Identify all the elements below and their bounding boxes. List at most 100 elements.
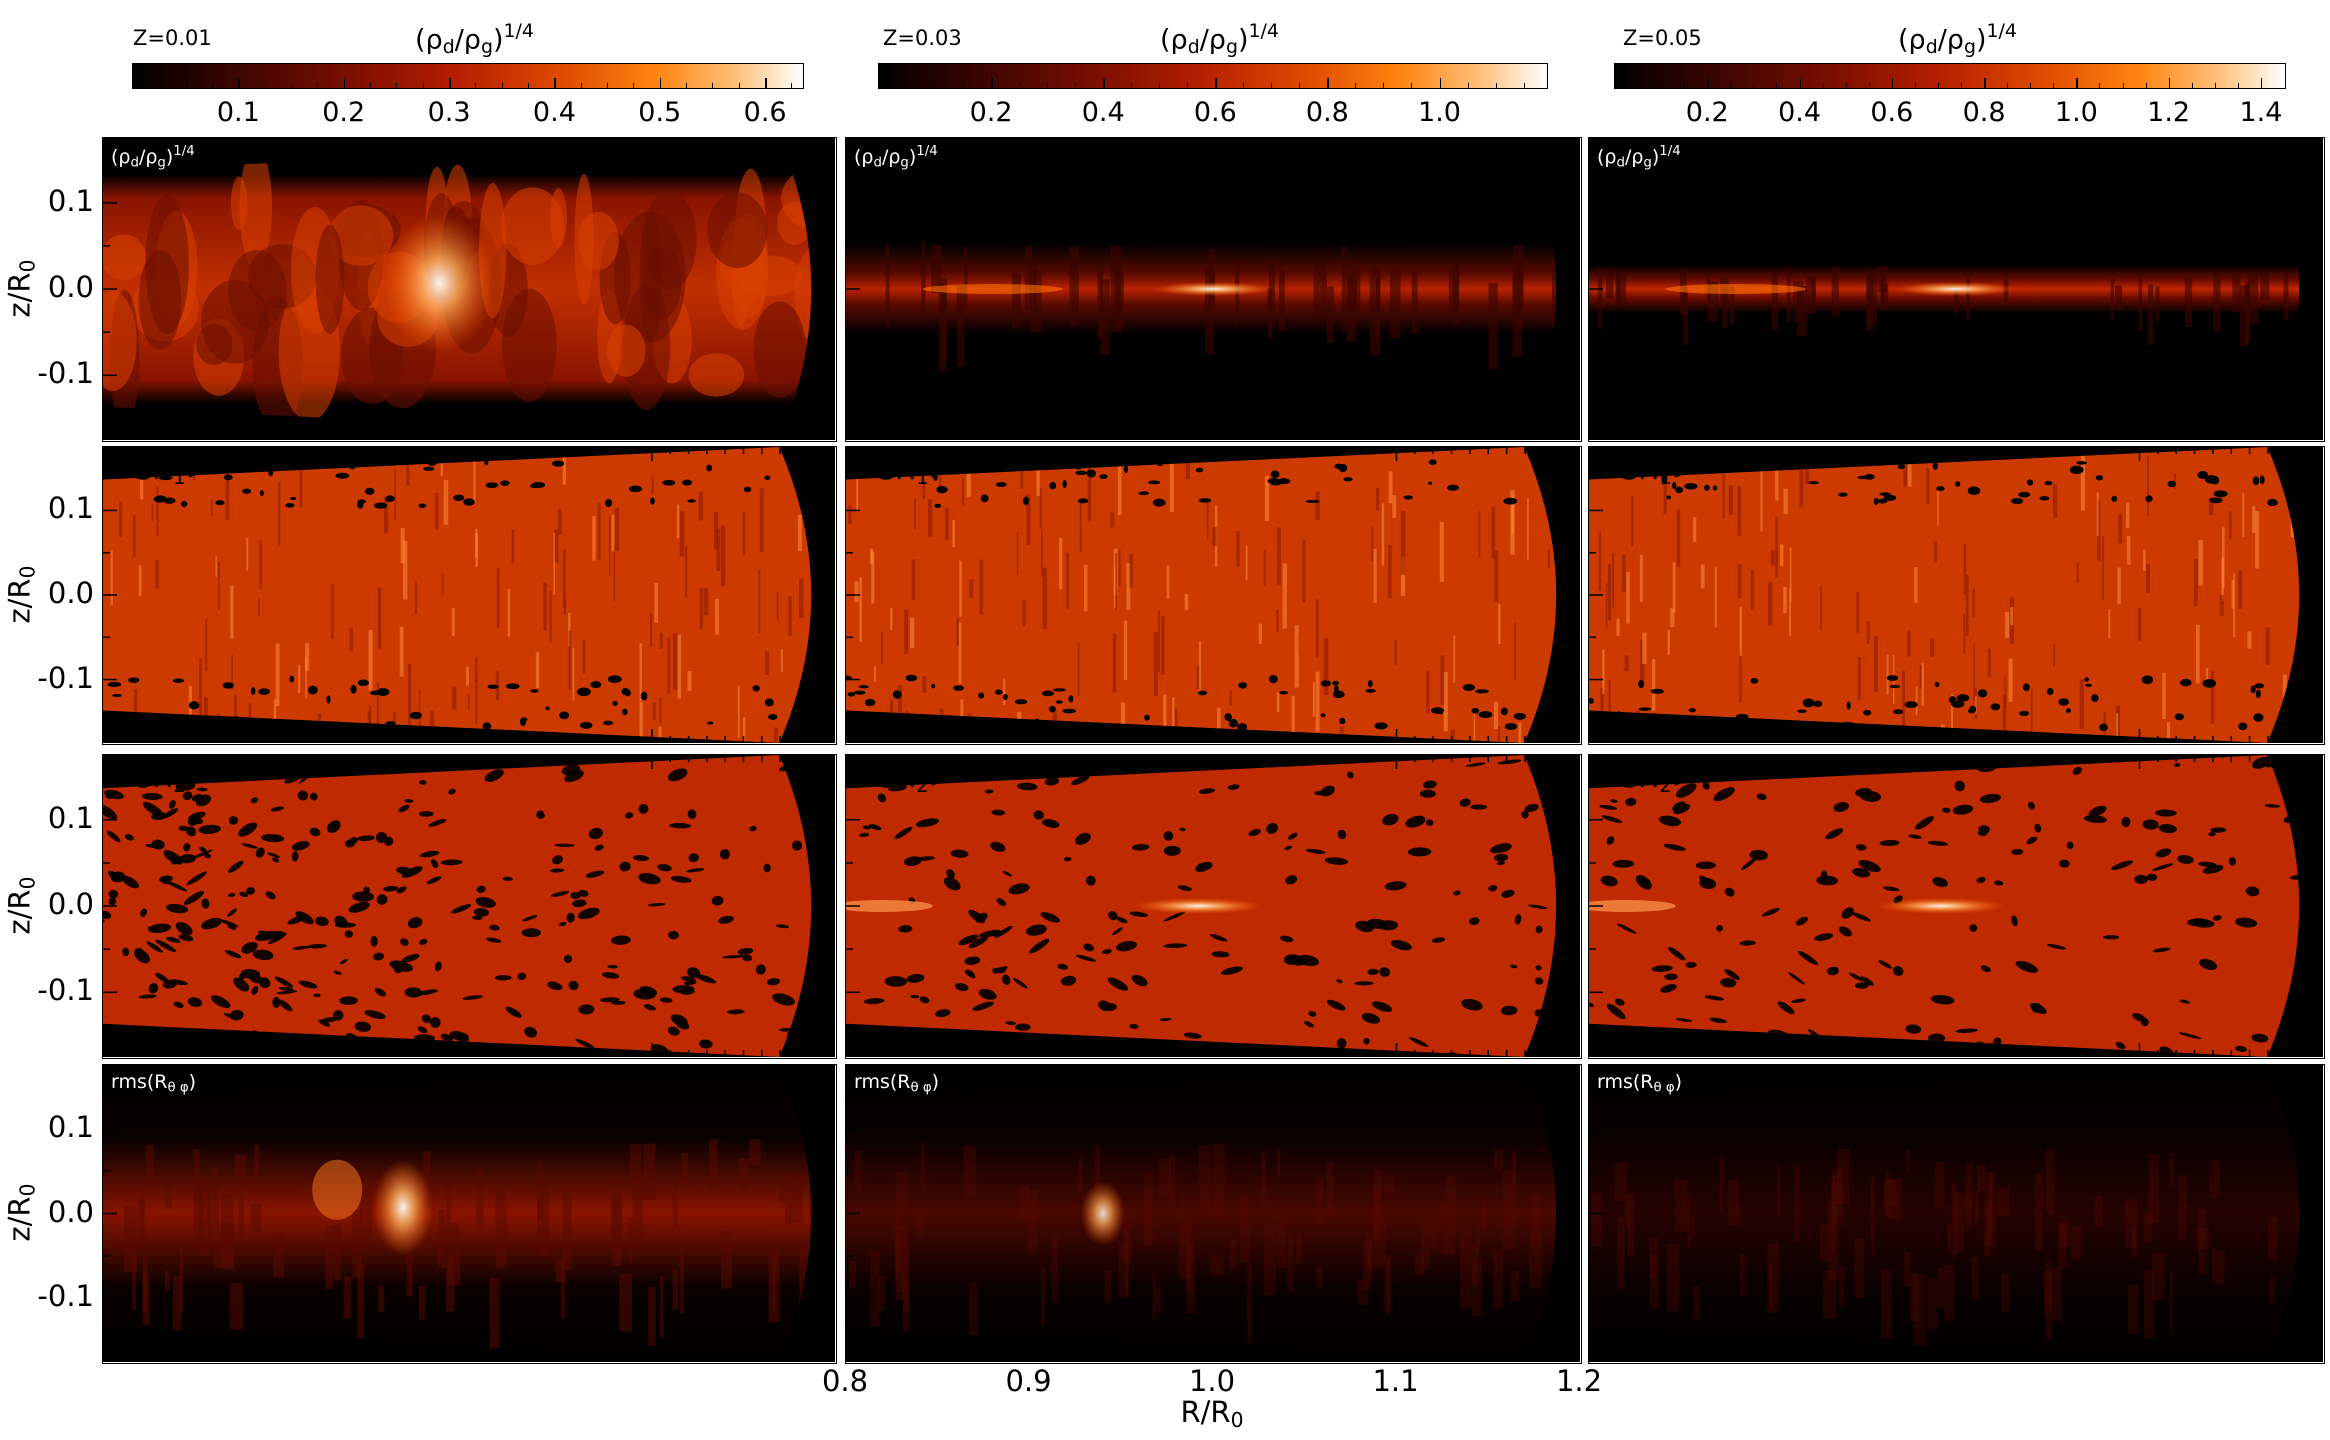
colorbar-minor-tick	[1383, 83, 1385, 88]
colorbar-minor-tick	[212, 83, 214, 88]
metallicity-label-3: Z=0.05	[1623, 26, 1702, 50]
colorbar-tick-label: 0.1	[216, 97, 260, 128]
colorbar-minor-tick	[1187, 83, 1189, 88]
colorbar-minor-tick	[1822, 83, 1824, 88]
colorbar-minor-tick	[396, 83, 398, 88]
panel-image	[103, 447, 835, 743]
colorbar-minor-tick	[370, 83, 372, 88]
panel-sh1-z3: <SH1>	[1588, 446, 2325, 745]
colorbar-minor-tick	[2145, 83, 2147, 88]
panel-sh2-z1: <SH2>	[102, 754, 837, 1059]
colorbar-minor-tick	[317, 83, 319, 88]
colorbar-tick-label: 1.0	[1418, 97, 1461, 128]
panel-tag: <SH1>	[854, 453, 953, 489]
colorbar-tick	[238, 78, 240, 88]
colorbar-tick-label: 1.4	[2239, 97, 2283, 128]
colorbar-tick	[2168, 78, 2171, 88]
colorbar-2	[878, 63, 1548, 89]
colorbar-tick	[1891, 78, 1894, 88]
colorbar-minor-tick	[1075, 83, 1077, 88]
colorbar-tick-label: 1.2	[2147, 97, 2191, 128]
colorbar-tick-label: 0.2	[322, 97, 366, 128]
y-tick-label: -0.1	[37, 973, 94, 1008]
panel-image	[103, 1065, 835, 1362]
y-tick-label: 0.1	[47, 800, 94, 835]
colorbar-tick-label: 0.6	[1870, 97, 1914, 128]
colorbar-tick-label: 0.4	[1778, 97, 1822, 128]
colorbar-tick	[2260, 78, 2263, 88]
panel-tag: rms(Rθ φ)	[1597, 1071, 1683, 1096]
colorbar-minor-tick	[1159, 83, 1161, 88]
colorbar-minor-tick	[1776, 83, 1778, 88]
y-tick-label: 0.1	[47, 1109, 94, 1144]
colorbar-minor-tick	[1495, 83, 1497, 88]
metallicity-label-2: Z=0.03	[883, 26, 962, 50]
colorbar-tick	[449, 78, 451, 88]
colorbar-tick	[659, 78, 662, 88]
colorbar-tick	[1439, 78, 1441, 88]
colorbar-minor-tick	[712, 83, 714, 88]
y-tick-label: 0.0	[47, 576, 94, 610]
colorbar-tick-label: 0.4	[532, 97, 576, 128]
colorbar-title-1: (ρd/ρg)1/4	[415, 20, 534, 59]
panel-tag: <SH1>	[111, 453, 210, 489]
panel-rms-z3: rms(Rθ φ)	[1588, 1064, 2325, 1364]
colorbar-minor-tick	[1299, 83, 1301, 88]
panel-image	[1589, 755, 2323, 1057]
colorbar-minor-tick	[1638, 83, 1640, 88]
y-tick-label: 0.0	[47, 270, 94, 304]
panel-rms-z2: rms(Rθ φ)	[845, 1064, 1582, 1364]
colorbar-minor-tick	[1661, 83, 1663, 88]
panel-tag: rms(Rθ φ)	[111, 1071, 197, 1096]
colorbar-tick	[1799, 78, 1802, 88]
colorbar-tick-label: 1.0	[2054, 97, 2098, 128]
colorbar-tick-label: 0.8	[1962, 97, 2006, 128]
colorbar-minor-tick	[580, 83, 582, 88]
colorbar-minor-tick	[1914, 83, 1916, 88]
colorbar-minor-tick	[2030, 83, 2032, 88]
x-axis-label: R/R0	[1180, 1395, 1244, 1433]
panel-tag: <SH2>	[854, 761, 953, 797]
colorbar-minor-tick	[935, 83, 937, 88]
colorbar-tick	[1215, 78, 1217, 88]
colorbar-tick	[554, 78, 556, 88]
y-tick-label: -0.1	[37, 356, 94, 391]
panel-density-z3: (ρd/ρg)1/4	[1588, 137, 2325, 442]
colorbar-title-2: (ρd/ρg)1/4	[1160, 20, 1279, 59]
panel-image	[846, 447, 1580, 743]
y-axis-label: z/R0	[2, 565, 40, 624]
colorbar-minor-tick	[1131, 83, 1133, 88]
colorbar-tick	[1984, 78, 1986, 88]
panel-image	[1589, 447, 2323, 743]
y-tick-label: -0.1	[37, 1279, 94, 1314]
metallicity-label-1: Z=0.01	[133, 26, 212, 50]
panel-image	[103, 755, 835, 1057]
colorbar-tick	[2076, 78, 2078, 88]
panel-sh1-z1: <SH1>	[102, 446, 837, 745]
x-tick-label: 1.0	[1188, 1364, 1236, 1398]
colorbar-minor-tick	[2099, 83, 2101, 88]
colorbar-minor-tick	[1243, 83, 1245, 88]
y-tick-label: 0.1	[47, 491, 94, 526]
colorbar-minor-tick	[1868, 83, 1870, 88]
colorbar-minor-tick	[1411, 83, 1413, 88]
colorbar-minor-tick	[2237, 83, 2239, 88]
panel-tag: (ρd/ρg)1/4	[854, 144, 938, 171]
colorbar-minor-tick	[2007, 83, 2009, 88]
x-tick-label: 1.1	[1372, 1364, 1419, 1398]
panel-tag: <SH2>	[111, 761, 210, 797]
panel-image	[1589, 138, 2323, 440]
colorbar-minor-tick	[1523, 83, 1525, 88]
colorbar-tick-label: 0.3	[427, 97, 471, 128]
colorbar-minor-tick	[1019, 83, 1021, 88]
x-tick-label: 0.9	[1005, 1364, 1052, 1398]
panel-density-z1: (ρd/ρg)1/4	[102, 137, 837, 442]
y-axis-label: z/R0	[2, 876, 40, 935]
colorbar-minor-tick	[1937, 83, 1939, 88]
panel-tag: rms(Rθ φ)	[854, 1071, 940, 1096]
y-axis-label: z/R0	[2, 259, 40, 318]
colorbar-minor-tick	[422, 83, 424, 88]
y-tick-label: -0.1	[37, 660, 94, 695]
colorbar-tick-label: 0.2	[969, 97, 1013, 128]
colorbar-minor-tick	[607, 83, 609, 88]
